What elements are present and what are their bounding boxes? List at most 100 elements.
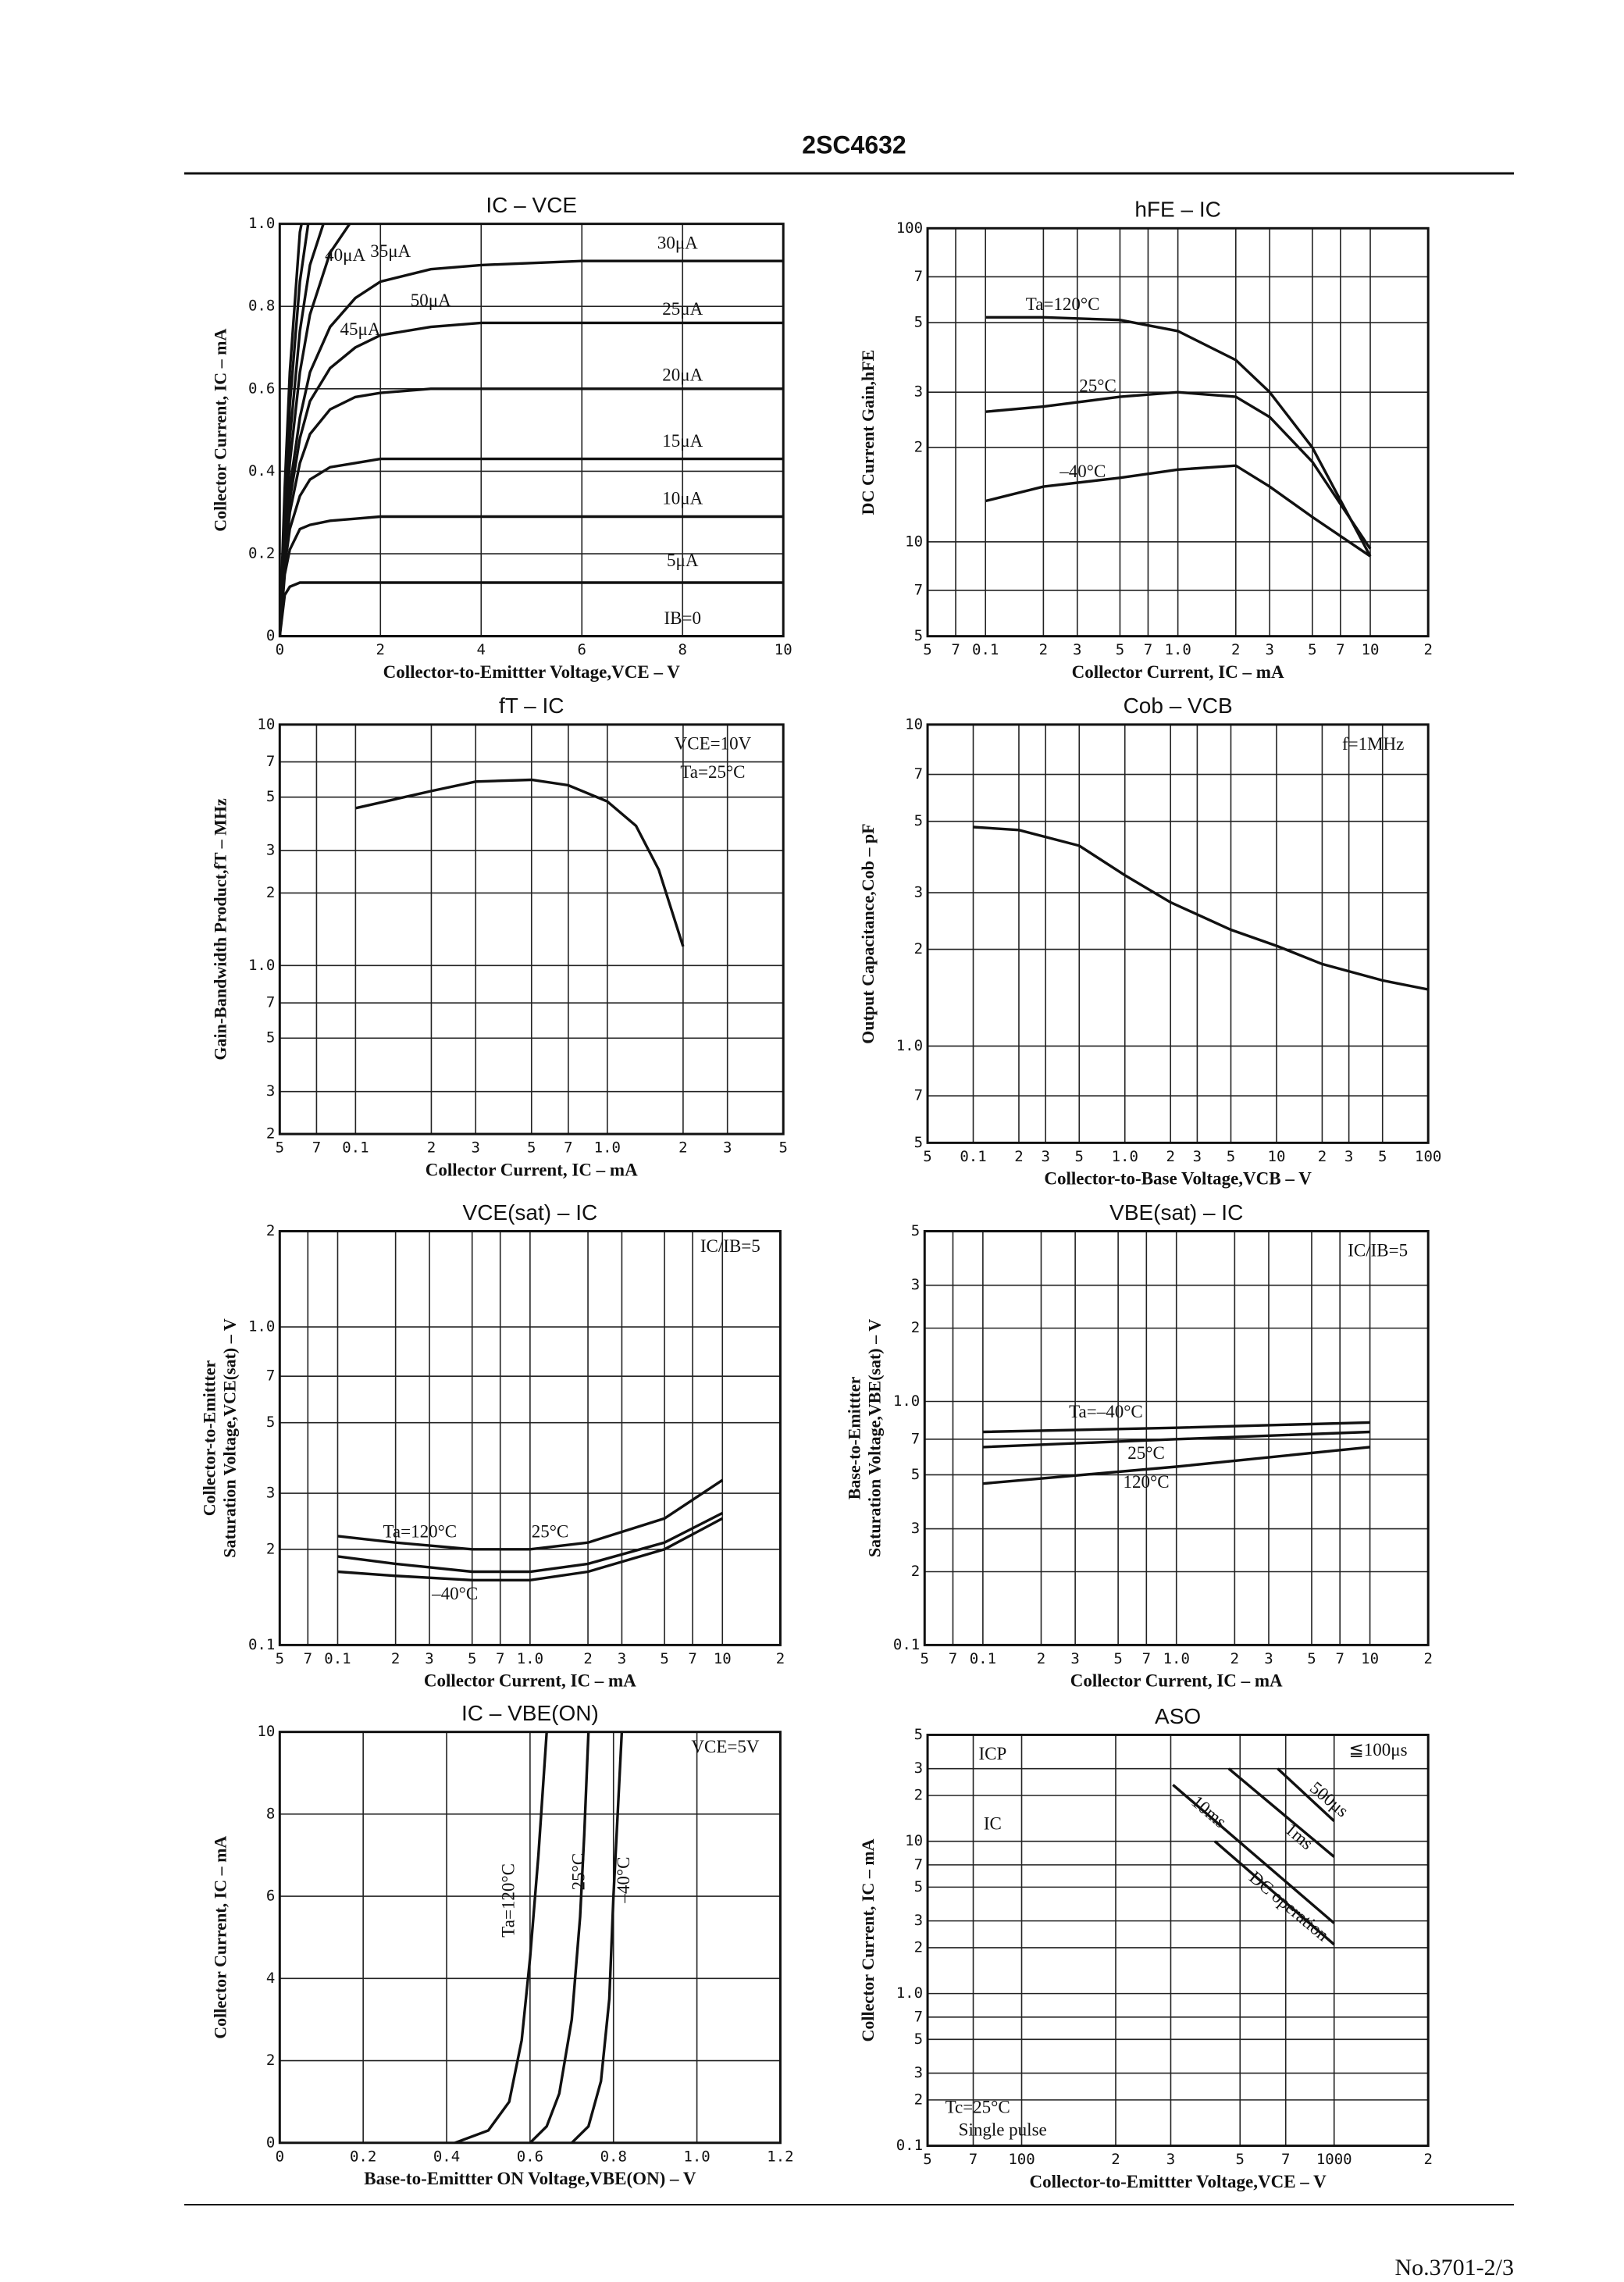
- curve-label: Ta=120°C: [1026, 294, 1100, 314]
- y-tick-label: 0.8: [248, 298, 275, 315]
- curve-label: 1ms: [1281, 1819, 1316, 1853]
- x-tick-label: 0.1: [324, 1650, 351, 1667]
- chart: hFE – IC 5 7 0.1 2 3 5 7 1.0 2 3 5 7 10 2 5 7 10 2 3 5 7 100 Co…: [858, 198, 1433, 682]
- x-tick-label: 2: [391, 1650, 400, 1667]
- series-line: [280, 387, 784, 636]
- curve-label: IB=0: [664, 608, 700, 628]
- x-tick-label: 5: [1075, 1148, 1084, 1165]
- series-line: [1213, 1840, 1335, 1946]
- y-tick-label: 0.1: [893, 1636, 920, 1653]
- series-line: [454, 1731, 548, 2143]
- series-line: [973, 825, 1429, 991]
- plot-frame: [278, 223, 785, 638]
- y-tick-label: 10: [905, 1832, 923, 1849]
- x-tick-label: 2: [1423, 1650, 1432, 1667]
- y-tick-label: 5: [914, 2031, 923, 2048]
- x-tick-label: 5: [1116, 641, 1124, 658]
- curve-label: Ta=120°C: [383, 1522, 457, 1542]
- curve-label: 30μA: [657, 233, 698, 252]
- y-tick-label: 5: [914, 1878, 923, 1895]
- y-tick-label: 2: [914, 438, 923, 455]
- y-axis-label: Saturation Voltage,VBE(sat) – V: [864, 1319, 884, 1557]
- chart: ASO 5 7 100 2 3 5 7 1000 2 0.1 2 3 5 7 1.0 2 3 5 7 10 2 3 5 Coll…: [858, 1704, 1433, 2191]
- x-tick-label: 3: [1041, 1148, 1049, 1165]
- x-tick-label: 10: [1361, 1650, 1379, 1667]
- x-tick-label: 3: [1070, 1650, 1079, 1667]
- annotation: IC/IB=5: [1348, 1240, 1408, 1260]
- series-line: [1172, 1784, 1335, 1924]
- y-tick-label: 7: [914, 268, 923, 285]
- x-axis-label: Collector Current, IC – mA: [1072, 662, 1284, 682]
- y-tick-label: 5: [914, 1726, 923, 1743]
- series-line: [280, 223, 303, 636]
- annotation: Tc=25°C: [946, 2097, 1010, 2116]
- x-tick-label: 10: [1268, 1148, 1286, 1165]
- x-tick-label: 2: [1423, 641, 1432, 658]
- y-tick-label: 2: [911, 1563, 920, 1580]
- y-axis-label: Collector Current, IC – mA: [210, 1836, 230, 2039]
- y-tick-label: 3: [266, 1082, 275, 1100]
- chart-title: IC – VBE(ON): [461, 1701, 599, 1725]
- curve-label: 25°C: [532, 1522, 569, 1542]
- y-tick-label: 1.0: [248, 957, 275, 974]
- x-tick-label: 7: [688, 1650, 696, 1667]
- x-tick-label: 5: [1113, 1650, 1122, 1667]
- series-line: [529, 1731, 590, 2143]
- x-tick-label: 2: [376, 641, 385, 658]
- x-tick-label: 5: [923, 641, 931, 658]
- x-tick-label: 7: [1335, 1650, 1344, 1667]
- series-line: [1277, 1767, 1335, 1822]
- plot-frame: [278, 723, 785, 1136]
- x-tick-label: 7: [1142, 1650, 1151, 1667]
- x-tick-label: 6: [578, 641, 586, 658]
- plot-frame: [923, 1230, 1430, 1646]
- series-line: [280, 321, 784, 636]
- x-tick-label: 8: [678, 641, 687, 658]
- x-tick-label: 1.0: [517, 1650, 543, 1667]
- series-line: [571, 1731, 624, 2143]
- y-axis-label: DC Current Gain,hFE: [858, 350, 878, 515]
- x-axis-label: Base-to-Emittter ON Voltage,VBE(ON) – V: [364, 2169, 696, 2188]
- y-tick-label: 7: [914, 581, 923, 598]
- series-line: [982, 1421, 1370, 1434]
- series-line: [280, 581, 784, 636]
- x-tick-label: 2: [1230, 1650, 1239, 1667]
- curve-label: 45μA: [340, 319, 381, 339]
- curve-label: Ta=120°C: [499, 1863, 518, 1938]
- y-tick-label: 7: [266, 753, 275, 770]
- x-tick-label: 3: [1193, 1148, 1202, 1165]
- y-tick-label: 2: [266, 1222, 275, 1239]
- y-tick-label: 3: [911, 1520, 920, 1537]
- y-tick-label: 5: [266, 788, 275, 805]
- series-line: [280, 515, 784, 636]
- y-tick-label: 5: [911, 1222, 920, 1239]
- y-tick-label: 10: [905, 715, 923, 733]
- y-tick-label: 5: [914, 627, 923, 644]
- y-tick-label: 8: [266, 1805, 275, 1822]
- series-line: [280, 457, 784, 636]
- x-axis-label: Collector Current, IC – mA: [424, 1671, 636, 1691]
- curve-label: 120°C: [1124, 1472, 1170, 1492]
- y-axis-label: Collector-to-Emittter: [199, 1360, 219, 1516]
- y-tick-label: 0.1: [248, 1636, 275, 1653]
- annotation: ≦100μs: [1349, 1740, 1408, 1760]
- chart: VCE(sat) – IC5 7 0.1 2 3 5 7 1.0 2 3 5 7 10 20.123571…: [199, 1200, 785, 1691]
- y-tick-label: 10: [905, 533, 923, 550]
- curve-label: 25°C: [1127, 1443, 1165, 1463]
- y-tick-label: 2: [911, 1319, 920, 1336]
- x-tick-label: 2: [776, 1650, 785, 1667]
- series-line: [280, 259, 784, 636]
- curve-label: 10μA: [662, 489, 703, 508]
- y-tick-label: 1.0: [893, 1392, 920, 1410]
- x-axis-label: Collector-to-Base Voltage,VCB – V: [1044, 1169, 1312, 1189]
- chart-title: VCE(sat) – IC: [463, 1200, 598, 1225]
- chart-title: IC – VCE: [486, 193, 577, 217]
- x-tick-label: 0.4: [433, 2148, 460, 2165]
- x-tick-label: 3: [1264, 1650, 1273, 1667]
- x-axis-label: Collector-to-Emittter Voltage,VCE – V: [383, 662, 681, 682]
- y-tick-label: 2: [266, 1540, 275, 1557]
- y-tick-label: 6: [266, 1888, 275, 1905]
- x-tick-label: 2: [1231, 641, 1240, 658]
